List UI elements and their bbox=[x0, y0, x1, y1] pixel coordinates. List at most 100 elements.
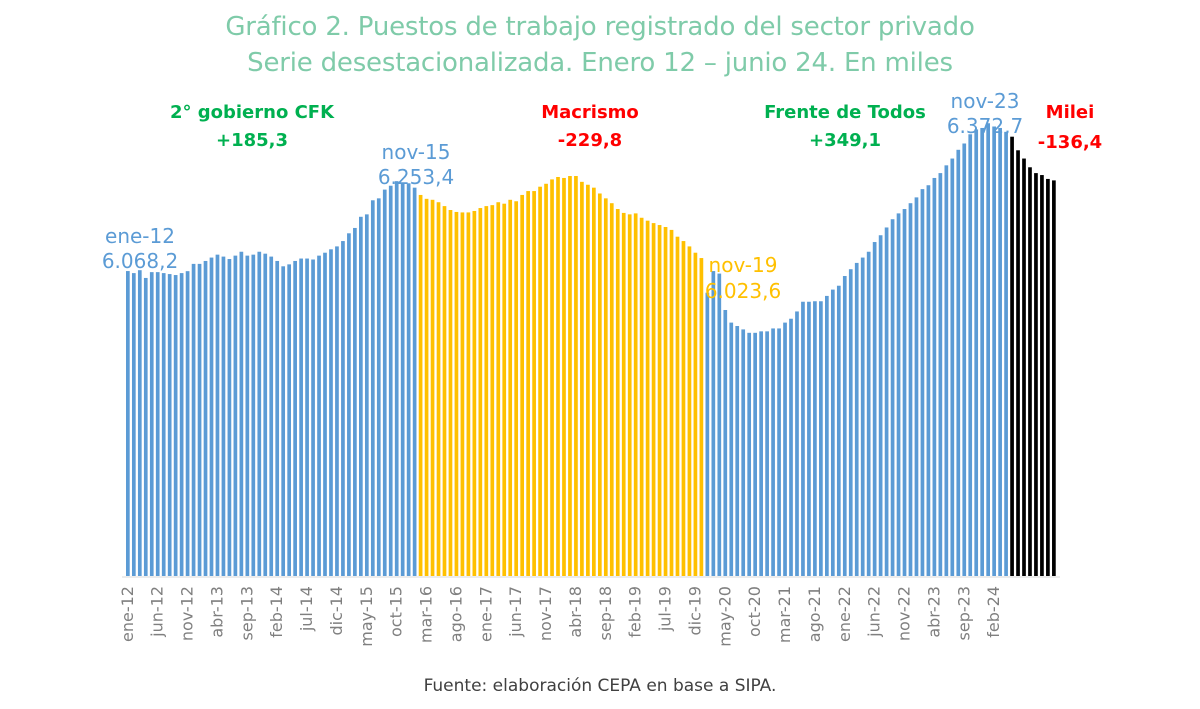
bar bbox=[597, 193, 602, 577]
bar bbox=[854, 262, 859, 576]
bar bbox=[293, 260, 297, 576]
bar bbox=[908, 203, 913, 576]
bar bbox=[1010, 136, 1014, 576]
x-tick-label: mar-16 bbox=[417, 586, 436, 643]
bar bbox=[878, 235, 883, 577]
bar bbox=[603, 198, 608, 576]
bar bbox=[221, 256, 226, 576]
bar bbox=[842, 276, 847, 576]
bar bbox=[765, 331, 769, 576]
bar bbox=[693, 252, 698, 576]
bar bbox=[143, 277, 148, 576]
bar bbox=[902, 209, 907, 576]
bar bbox=[239, 251, 244, 577]
x-tick-label: dic-14 bbox=[327, 586, 346, 636]
bar bbox=[1034, 173, 1038, 576]
bar bbox=[735, 326, 740, 576]
bar bbox=[418, 194, 423, 576]
x-tick-label: dic-19 bbox=[685, 586, 704, 636]
bar bbox=[203, 260, 208, 576]
x-tick-label: abr-18 bbox=[566, 586, 585, 638]
bar bbox=[729, 322, 734, 576]
period-label-fdt-name: Frente de Todos bbox=[764, 102, 926, 123]
bar bbox=[627, 214, 632, 577]
x-tick-label: jun-22 bbox=[865, 586, 884, 638]
x-tick-label: feb-24 bbox=[984, 586, 1003, 638]
bar bbox=[615, 209, 620, 576]
bar bbox=[185, 271, 190, 576]
bars-group bbox=[126, 123, 1056, 577]
annotation-nov15-value: 6.253,4 bbox=[378, 165, 454, 189]
bar bbox=[514, 201, 519, 576]
x-tick-label: mar-21 bbox=[775, 586, 794, 643]
bar bbox=[819, 301, 823, 576]
x-tick-label: feb-14 bbox=[267, 586, 286, 638]
bar bbox=[771, 328, 775, 576]
bar bbox=[795, 311, 799, 576]
bar bbox=[741, 329, 746, 576]
bar bbox=[335, 246, 339, 576]
bar bbox=[472, 210, 477, 576]
bar bbox=[173, 275, 178, 576]
bar bbox=[950, 158, 955, 577]
bar bbox=[323, 252, 327, 576]
bar bbox=[962, 143, 967, 577]
bar bbox=[538, 186, 542, 576]
x-tick-label: sep-23 bbox=[954, 586, 973, 640]
bar bbox=[896, 213, 901, 576]
bar bbox=[460, 212, 465, 577]
bar bbox=[562, 177, 566, 576]
bar bbox=[914, 197, 919, 577]
bar bbox=[1040, 175, 1044, 577]
bar bbox=[717, 273, 722, 576]
bar bbox=[723, 309, 728, 576]
bar bbox=[1052, 180, 1056, 576]
bar bbox=[651, 223, 656, 576]
annotation-nov23-label: nov-23 bbox=[951, 89, 1020, 113]
bar bbox=[592, 187, 596, 577]
bar bbox=[992, 126, 996, 576]
bar bbox=[394, 181, 399, 576]
bar bbox=[305, 258, 309, 576]
bar bbox=[382, 189, 387, 577]
bar bbox=[227, 259, 232, 576]
x-tick-label: jul-19 bbox=[656, 586, 675, 632]
bar bbox=[580, 181, 584, 576]
bar bbox=[830, 289, 835, 576]
bar bbox=[1046, 178, 1050, 576]
bar bbox=[645, 220, 650, 576]
bar bbox=[944, 165, 949, 576]
annotation-nov23-value: 6.372,7 bbox=[947, 114, 1023, 138]
x-tick-labels: ene-12 jun-12 nov-12 abr-13 sep-13 feb-14 jul-… bbox=[118, 586, 1003, 647]
x-tick-label: abr-23 bbox=[924, 586, 943, 638]
bar bbox=[920, 189, 925, 576]
bar bbox=[400, 183, 405, 576]
bar bbox=[233, 255, 238, 577]
bar bbox=[508, 199, 513, 577]
x-tick-label: ago-16 bbox=[446, 586, 465, 642]
bar bbox=[556, 176, 560, 577]
period-label-macrismo-name: Macrismo bbox=[541, 102, 639, 123]
bar bbox=[448, 210, 453, 576]
bar bbox=[544, 183, 548, 576]
bar bbox=[245, 255, 250, 577]
bar bbox=[341, 241, 345, 576]
annotation-nov19-value: 6.023,6 bbox=[705, 279, 781, 303]
x-tick-label: ene-22 bbox=[835, 586, 854, 642]
bar bbox=[179, 273, 184, 576]
bar bbox=[639, 217, 644, 576]
bar bbox=[699, 258, 704, 576]
bar bbox=[126, 271, 130, 576]
bar bbox=[956, 149, 961, 577]
annotation-ene12-value: 6.068,2 bbox=[102, 249, 178, 273]
bar bbox=[980, 127, 985, 577]
bar bbox=[663, 226, 668, 577]
period-label-milei-change: -136,4 bbox=[1038, 132, 1102, 153]
bar bbox=[633, 213, 638, 576]
bar bbox=[149, 272, 154, 576]
bar bbox=[926, 185, 931, 577]
bar bbox=[155, 272, 160, 576]
bar bbox=[311, 259, 315, 576]
bar bbox=[687, 246, 692, 576]
bar bbox=[376, 198, 381, 576]
